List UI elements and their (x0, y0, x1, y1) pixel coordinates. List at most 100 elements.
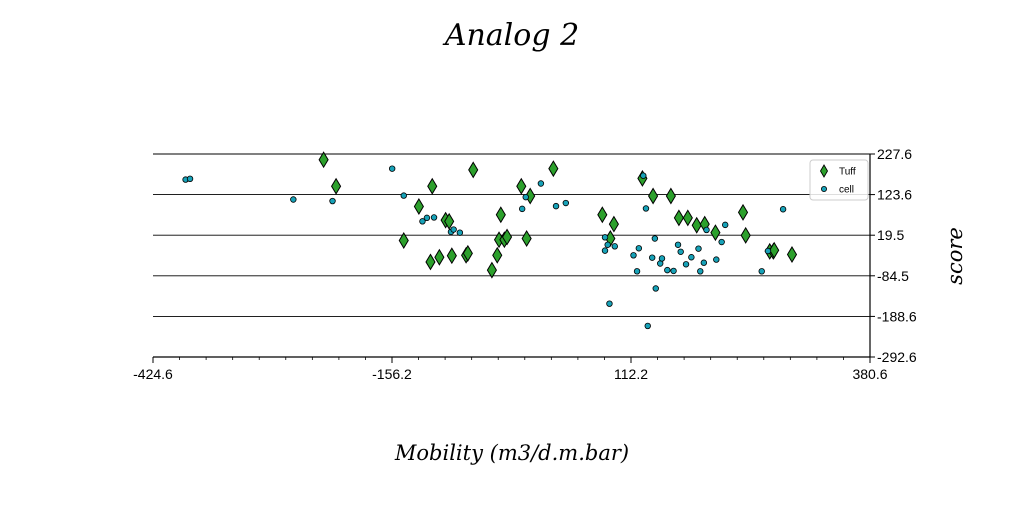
tuff-point (425, 253, 436, 271)
x-axis-ticks: -424.6 -156.2 112.2 380.6 (133, 357, 888, 382)
cell-point (522, 193, 529, 201)
data-points (182, 151, 798, 330)
tuff-point (608, 215, 619, 233)
cell-point (697, 268, 704, 275)
cell-point (642, 205, 650, 212)
cell-point (456, 229, 464, 236)
tuff-point (769, 241, 780, 259)
x-axis-label: Mobility (m3/d.m.bar) (394, 441, 629, 465)
tuff-point (786, 246, 798, 263)
y-tick-label: 227.6 (877, 146, 912, 162)
cell-point (400, 192, 407, 199)
cell-point (677, 248, 684, 255)
cell-point (611, 243, 618, 250)
tuff-point (516, 177, 527, 195)
cell-point (764, 247, 772, 255)
cell-point (601, 234, 609, 241)
cell-point (635, 245, 643, 252)
cell-point (758, 268, 765, 275)
tuff-point (318, 151, 329, 169)
cell-point (562, 199, 570, 207)
tuff-point (548, 160, 559, 178)
tuff-point (413, 198, 424, 215)
cell-point (552, 202, 560, 210)
y-tick-label: 19.5 (877, 227, 904, 243)
tuff-point (495, 206, 506, 224)
cell-point (722, 221, 729, 229)
legend-marker-cell (821, 185, 828, 192)
x-tick-label: -424.6 (133, 366, 173, 382)
cell-point (664, 266, 671, 274)
chart-title: Analog 2 (442, 18, 579, 53)
cell-point (640, 172, 647, 179)
cell-point (430, 214, 438, 221)
tuff-point (486, 261, 497, 279)
legend: Tuff cell (809, 159, 869, 201)
cell-point (329, 197, 336, 205)
cell-point (652, 285, 659, 292)
y-axis-ticks: 227.6 123.6 19.5 -84.5 -188.6 -292.6 (870, 146, 917, 365)
tuff-point (398, 232, 409, 249)
cell-point (718, 238, 725, 246)
grid-lines (153, 153, 870, 358)
cell-point (537, 180, 545, 187)
cell-point (606, 300, 613, 307)
cell-point (518, 205, 526, 213)
tuff-point (462, 244, 473, 262)
cell-point (713, 256, 720, 263)
cell-point (700, 259, 708, 266)
tuff-point (740, 226, 751, 244)
tuff-point (501, 228, 513, 246)
tuff-point (673, 209, 684, 227)
cell-point (651, 235, 659, 242)
x-tick-label: 112.2 (614, 366, 648, 382)
cell-point (186, 175, 194, 183)
cell-point (670, 267, 677, 275)
tuff-point (434, 248, 445, 266)
y-tick-label: -188.6 (877, 308, 917, 324)
tuff-point (682, 209, 693, 227)
cell-point (779, 206, 787, 213)
tuff-point (737, 203, 749, 221)
tuff-point (521, 230, 532, 247)
cell-point (290, 196, 297, 203)
legend-label: cell (839, 185, 854, 196)
cell-point (633, 268, 641, 275)
cell-point (674, 241, 682, 248)
cell-point (450, 226, 457, 233)
tuff-point (525, 187, 536, 205)
cell-point (644, 322, 651, 330)
y-tick-label: 123.6 (877, 187, 912, 203)
cell-point (423, 214, 431, 222)
axes (153, 154, 871, 358)
cell-point (648, 254, 656, 261)
cell-point (419, 218, 426, 225)
y-tick-label: -84.5 (877, 268, 909, 284)
tuff-point (492, 246, 503, 264)
cell-point (703, 226, 710, 234)
cell-point (601, 247, 609, 254)
tuff-point (597, 206, 608, 224)
x-tick-label: 380.6 (852, 366, 887, 382)
tuff-point (446, 247, 457, 265)
cell-point (695, 245, 702, 252)
cell-point (682, 261, 690, 268)
cell-point (688, 254, 695, 261)
y-tick-label: -292.6 (877, 349, 917, 365)
legend-label: Tuff (839, 167, 856, 178)
cell-point (604, 241, 611, 248)
legend-marker-tuff (819, 164, 829, 178)
y-axis-label: score (943, 227, 967, 285)
tuff-point (710, 224, 721, 242)
cell-point (388, 165, 396, 172)
tuff-point (330, 177, 342, 195)
x-tick-label: -156.2 (372, 366, 412, 382)
tuff-point (648, 187, 659, 205)
tuff-point (691, 216, 702, 234)
cell-point (658, 255, 666, 262)
cell-point (630, 252, 637, 259)
tuff-point (427, 177, 438, 195)
tuff-point (444, 212, 455, 230)
tuff-point (468, 161, 479, 179)
